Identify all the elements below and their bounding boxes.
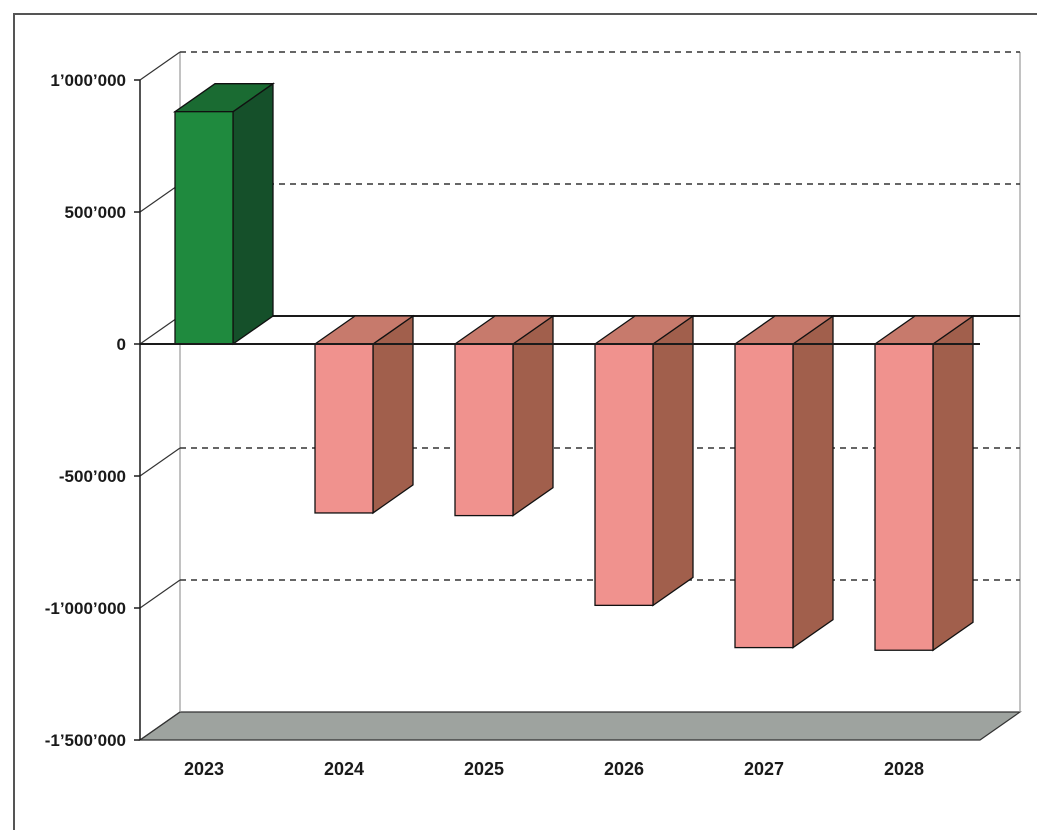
bar-front-2023 xyxy=(174,111,234,345)
x-tick-label: 2028 xyxy=(884,759,924,779)
chart-axis xyxy=(134,79,980,741)
bar-side-2024 xyxy=(372,314,414,515)
bar-front-2026 xyxy=(594,343,654,607)
y-tick-label: -1’500’000 xyxy=(45,731,126,750)
x-tick-label: 2025 xyxy=(464,759,504,779)
y-tick-label: 1’000’000 xyxy=(50,71,126,90)
bar-front-2024 xyxy=(314,343,374,514)
gridline-link-3 xyxy=(139,447,181,477)
gridline-link-4 xyxy=(139,579,181,609)
y-tick-label: -1’000’000 xyxy=(45,599,126,618)
bar-side-2027 xyxy=(792,314,834,649)
bar-side-2028 xyxy=(932,314,974,652)
chart-labels: 1’000’000 500’000 0 -500’000 -1’000’000 -1’50… xyxy=(45,71,924,779)
gridline-link-0 xyxy=(139,51,181,81)
bar-2027 xyxy=(732,314,836,649)
bar-side-2025 xyxy=(512,314,554,517)
y-tick-label: -500’000 xyxy=(59,467,126,486)
bar-side-2026 xyxy=(652,314,694,607)
gridline-link-5 xyxy=(139,711,181,741)
chart-border xyxy=(13,13,1037,835)
bar-2025 xyxy=(452,314,556,517)
y-tick-label: 0 xyxy=(117,335,126,354)
x-tick-label: 2026 xyxy=(604,759,644,779)
bar-side-2023 xyxy=(232,82,274,346)
gridline-link-1 xyxy=(139,183,181,213)
y-tick-label: 500’000 xyxy=(65,203,126,222)
bar-2026 xyxy=(592,314,696,607)
bar-2028 xyxy=(872,314,976,652)
x-tick-label: 2023 xyxy=(184,759,224,779)
bar-2023 xyxy=(172,82,276,346)
chart-floor xyxy=(138,711,1022,741)
bar-2024 xyxy=(312,314,416,515)
bar-front-2025 xyxy=(454,343,514,517)
gridline-link-2 xyxy=(139,315,181,345)
x-tick-label: 2024 xyxy=(324,759,364,779)
chart-bars xyxy=(172,82,976,652)
bar-front-2027 xyxy=(734,343,794,649)
x-tick-label: 2027 xyxy=(744,759,784,779)
bar-front-2028 xyxy=(874,343,934,651)
